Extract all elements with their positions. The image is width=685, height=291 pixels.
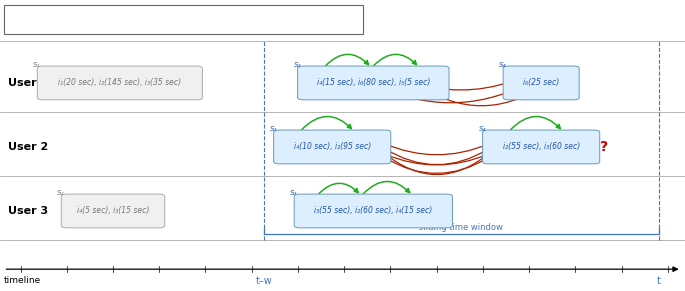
Text: User 2: User 2	[8, 142, 49, 152]
Text: S₂: S₂	[58, 190, 64, 196]
Text: timeline: timeline	[3, 276, 40, 285]
Text: S₄: S₄	[499, 62, 506, 68]
FancyBboxPatch shape	[298, 66, 449, 100]
FancyBboxPatch shape	[4, 5, 363, 34]
Text: S₁: S₁	[34, 62, 40, 68]
Text: S₄: S₄	[479, 126, 486, 132]
Text: ?: ?	[600, 140, 608, 154]
FancyBboxPatch shape	[37, 66, 203, 100]
FancyBboxPatch shape	[503, 66, 579, 100]
Text: User 3: User 3	[8, 206, 49, 216]
Text: i₃(55 sec), i₂(60 sec), i₄(15 sec): i₃(55 sec), i₂(60 sec), i₄(15 sec)	[314, 207, 432, 215]
Text: i₆(25 sec): i₆(25 sec)	[523, 79, 559, 87]
Text: i₂(55 sec), i₃(60 sec): i₂(55 sec), i₃(60 sec)	[503, 143, 580, 151]
Text: i₄(15 sec), i₆(80 sec), i₅(5 sec): i₄(15 sec), i₆(80 sec), i₅(5 sec)	[316, 79, 430, 87]
FancyBboxPatch shape	[295, 194, 453, 228]
Text: S₃: S₃	[290, 190, 298, 196]
Text: t: t	[657, 276, 661, 286]
Text: t–w: t–w	[256, 276, 272, 286]
Text: S₃: S₃	[270, 126, 277, 132]
FancyBboxPatch shape	[62, 194, 164, 228]
Text: i₁(20 sec), i₂(145 sec), i₃(35 sec): i₁(20 sec), i₂(145 sec), i₃(35 sec)	[58, 79, 182, 87]
Text: S₃: S₃	[294, 62, 301, 68]
Text: i₄(5 sec), i₃(15 sec): i₄(5 sec), i₃(15 sec)	[77, 207, 149, 215]
FancyBboxPatch shape	[273, 130, 390, 164]
Text: i₄(10 sec), i₂(95 sec): i₄(10 sec), i₂(95 sec)	[294, 143, 371, 151]
FancyBboxPatch shape	[482, 130, 600, 164]
Text: User 1: User 1	[8, 78, 49, 88]
Text: sliding time window: sliding time window	[419, 223, 503, 232]
Text: intra-session transition: intra-session transition	[57, 15, 161, 24]
Text: inter-session transition: inter-session transition	[256, 15, 359, 24]
